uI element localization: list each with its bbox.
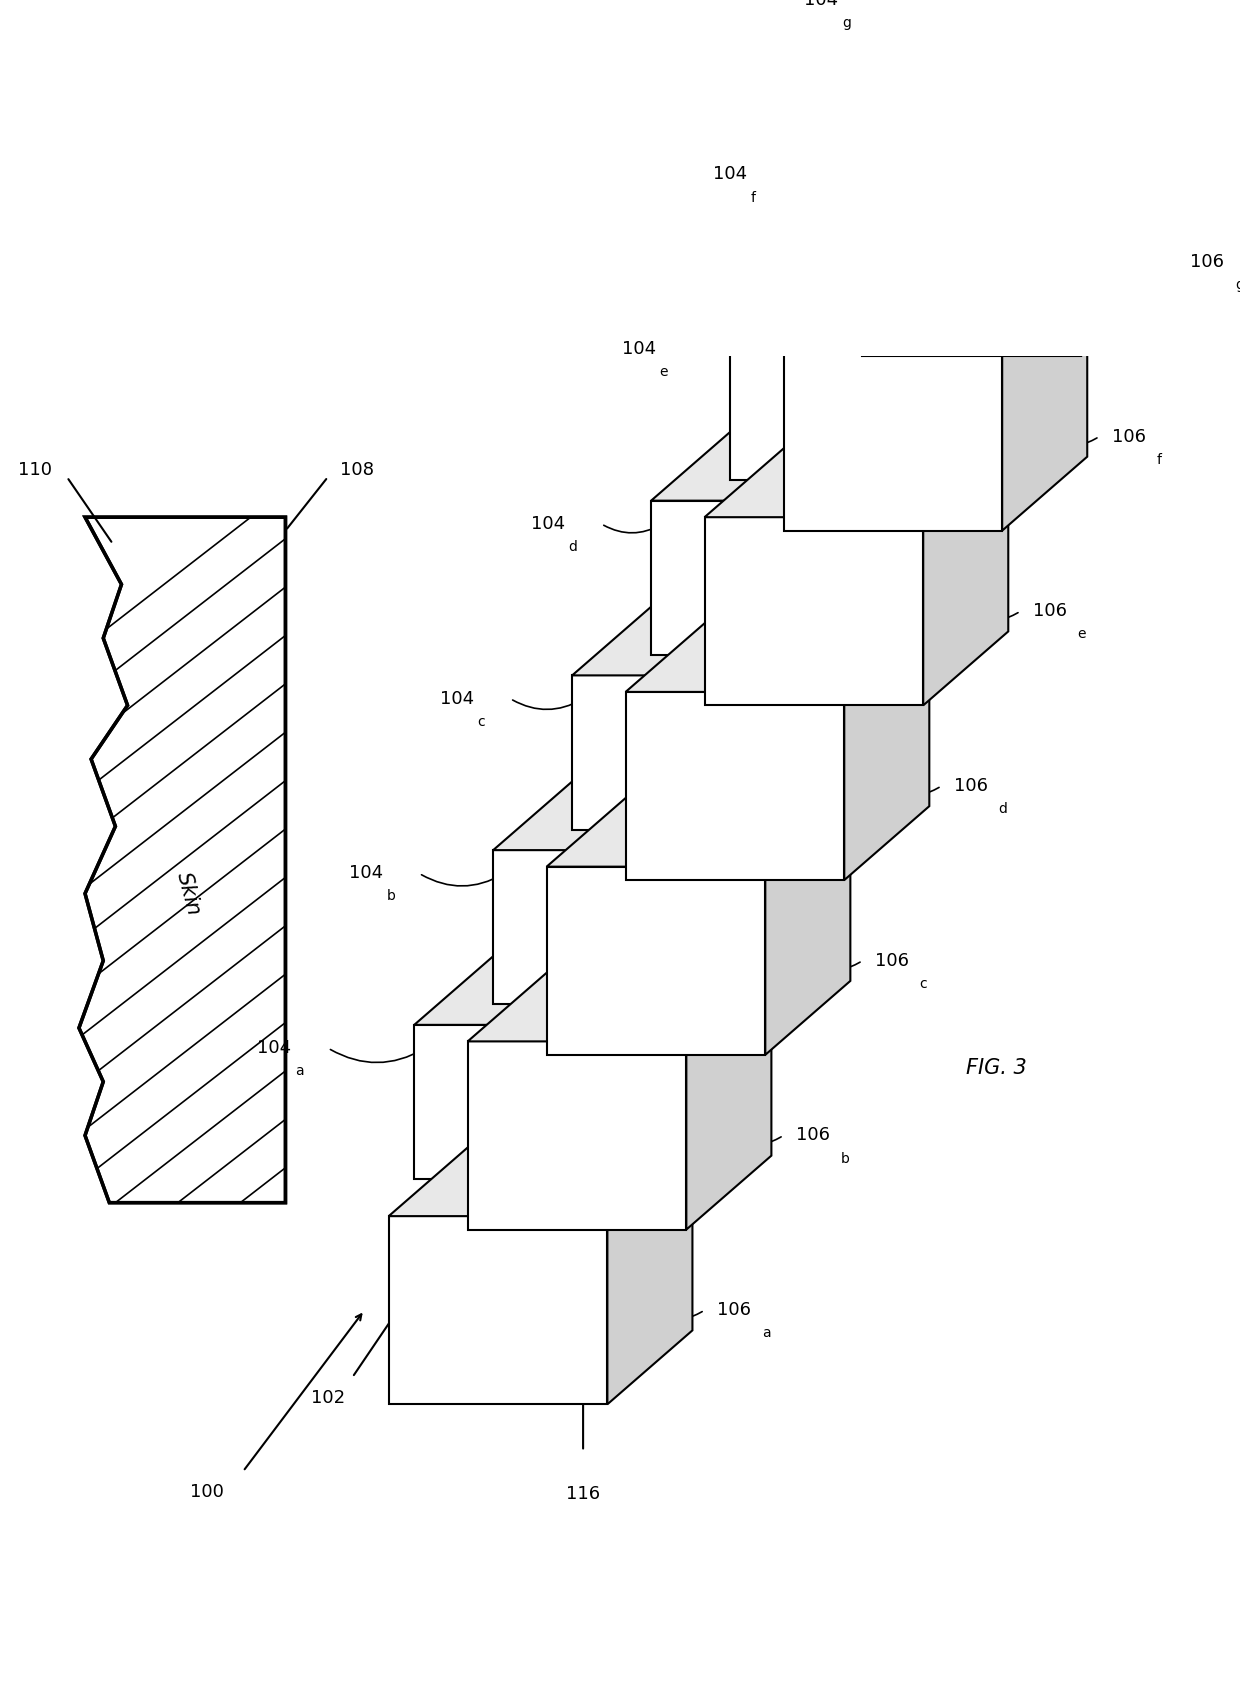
Polygon shape bbox=[651, 500, 831, 654]
Polygon shape bbox=[924, 444, 1008, 706]
Polygon shape bbox=[704, 444, 1008, 517]
Text: e: e bbox=[1078, 627, 1086, 641]
Text: 108: 108 bbox=[340, 461, 374, 479]
Text: Skin: Skin bbox=[172, 869, 203, 918]
Polygon shape bbox=[414, 1025, 594, 1180]
Text: a: a bbox=[761, 1326, 770, 1340]
Text: 104: 104 bbox=[531, 515, 565, 532]
Text: d: d bbox=[568, 541, 578, 554]
Text: a: a bbox=[295, 1064, 304, 1078]
Polygon shape bbox=[730, 252, 994, 326]
Text: b: b bbox=[841, 1151, 849, 1166]
Polygon shape bbox=[784, 342, 1002, 530]
Text: f: f bbox=[750, 190, 755, 204]
Polygon shape bbox=[608, 1142, 692, 1404]
Polygon shape bbox=[572, 602, 837, 675]
Text: 102: 102 bbox=[311, 1389, 345, 1406]
Text: 106: 106 bbox=[1111, 427, 1146, 445]
Polygon shape bbox=[467, 967, 771, 1042]
Text: 106: 106 bbox=[796, 1127, 830, 1144]
Text: c: c bbox=[920, 977, 928, 991]
Polygon shape bbox=[494, 850, 672, 1005]
Text: 104: 104 bbox=[622, 340, 656, 359]
Polygon shape bbox=[572, 675, 751, 830]
Text: 104: 104 bbox=[804, 0, 838, 8]
Text: f: f bbox=[1157, 452, 1162, 468]
Text: g: g bbox=[1235, 277, 1240, 292]
Text: 104: 104 bbox=[258, 1039, 291, 1057]
Polygon shape bbox=[414, 950, 678, 1025]
Polygon shape bbox=[765, 792, 851, 1054]
Text: 106: 106 bbox=[1033, 602, 1066, 620]
Polygon shape bbox=[988, 76, 1074, 306]
Polygon shape bbox=[1081, 94, 1166, 355]
Text: 104: 104 bbox=[440, 690, 474, 707]
Polygon shape bbox=[594, 950, 678, 1180]
Polygon shape bbox=[79, 517, 285, 1202]
Polygon shape bbox=[751, 602, 837, 830]
Polygon shape bbox=[863, 94, 1166, 168]
Text: g: g bbox=[842, 15, 851, 31]
Polygon shape bbox=[626, 692, 844, 881]
Polygon shape bbox=[1068, 0, 1152, 131]
Polygon shape bbox=[388, 1216, 608, 1404]
Text: FIG. 3: FIG. 3 bbox=[966, 1059, 1027, 1078]
Polygon shape bbox=[651, 427, 915, 500]
Polygon shape bbox=[808, 76, 1074, 151]
Polygon shape bbox=[704, 517, 924, 706]
Polygon shape bbox=[1002, 269, 1087, 530]
Text: d: d bbox=[998, 802, 1007, 816]
Polygon shape bbox=[863, 168, 1081, 355]
Text: c: c bbox=[477, 714, 485, 729]
Polygon shape bbox=[79, 517, 285, 1202]
Text: b: b bbox=[387, 889, 396, 903]
Polygon shape bbox=[547, 792, 851, 867]
Text: 104: 104 bbox=[348, 864, 383, 882]
Text: 106: 106 bbox=[1190, 253, 1224, 270]
Polygon shape bbox=[494, 777, 758, 850]
Text: 104: 104 bbox=[713, 165, 746, 184]
Text: 110: 110 bbox=[19, 461, 52, 479]
Text: e: e bbox=[660, 366, 668, 379]
Text: 100: 100 bbox=[190, 1482, 223, 1501]
Polygon shape bbox=[909, 252, 994, 479]
Text: 116: 116 bbox=[565, 1484, 600, 1503]
Text: 106: 106 bbox=[954, 777, 987, 796]
Polygon shape bbox=[831, 427, 915, 654]
Polygon shape bbox=[388, 1142, 692, 1216]
Text: 106: 106 bbox=[874, 952, 909, 969]
Polygon shape bbox=[844, 619, 929, 881]
Polygon shape bbox=[730, 326, 909, 479]
Polygon shape bbox=[467, 1042, 687, 1229]
Text: 106: 106 bbox=[717, 1300, 750, 1319]
Polygon shape bbox=[888, 0, 1068, 131]
Polygon shape bbox=[687, 967, 771, 1229]
Polygon shape bbox=[626, 619, 929, 692]
Polygon shape bbox=[547, 867, 765, 1054]
Polygon shape bbox=[784, 269, 1087, 342]
Polygon shape bbox=[808, 151, 988, 306]
Polygon shape bbox=[672, 777, 758, 1005]
